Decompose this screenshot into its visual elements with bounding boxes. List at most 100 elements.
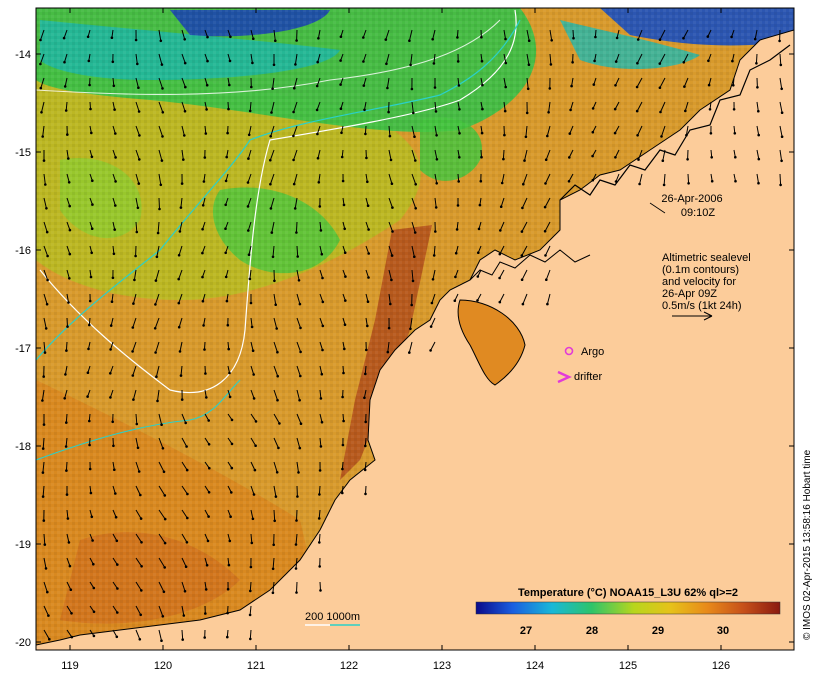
velocity-arrow-head: [710, 179, 714, 183]
velocity-arrow: [570, 101, 574, 111]
velocity-arrow-head: [201, 275, 204, 279]
velocity-arrow-head: [435, 134, 438, 137]
velocity-arrow-head: [593, 59, 596, 63]
velocity-arrow: [500, 197, 505, 207]
velocity-arrow-head: [92, 610, 96, 614]
velocity-arrow-head: [318, 205, 322, 208]
velocity-arrow: [248, 125, 252, 135]
altimetry-note-line: (0.1m contours): [662, 264, 739, 276]
velocity-arrow-head: [339, 35, 343, 38]
velocity-arrow-head: [67, 181, 71, 184]
velocity-arrow-head: [230, 491, 233, 494]
velocity-arrow-head: [44, 567, 48, 570]
velocity-arrow-head: [434, 230, 437, 233]
velocity-arrow: [155, 365, 160, 377]
velocity-arrow-head: [206, 59, 209, 63]
velocity-arrow-head: [319, 589, 322, 592]
colorbar-title: Temperature (°C) NOAA15_L3U 62% ql>=2: [518, 587, 738, 599]
velocity-arrow: [779, 53, 782, 65]
velocity-arrow: [270, 197, 275, 209]
velocity-arrow: [271, 101, 275, 113]
velocity-arrow: [64, 365, 68, 375]
velocity-arrow-head: [182, 614, 186, 617]
velocity-arrow-head: [64, 109, 68, 112]
velocity-arrow-head: [591, 154, 594, 158]
velocity-arrow-head: [226, 131, 229, 135]
velocity-arrow-head: [251, 517, 255, 521]
velocity-arrow-head: [183, 589, 187, 593]
velocity-arrow-head: [112, 444, 115, 448]
velocity-arrow-head: [658, 86, 662, 89]
velocity-arrow: [545, 245, 551, 256]
velocity-arrow-head: [65, 421, 68, 424]
velocity-arrow-head: [39, 86, 43, 90]
velocity-arrow-head: [478, 203, 482, 207]
velocity-arrow: [503, 53, 507, 64]
velocity-arrow-head: [43, 543, 47, 546]
velocity-arrow-head: [413, 255, 416, 258]
velocity-arrow-head: [251, 61, 254, 65]
velocity-arrow-head: [88, 299, 92, 303]
lat-tick-label: -16: [15, 245, 31, 257]
velocity-arrow-head: [204, 588, 208, 591]
velocity-arrow: [181, 413, 187, 424]
velocity-arrow-head: [87, 347, 90, 351]
velocity-arrow: [250, 317, 253, 327]
velocity-arrow-head: [63, 60, 66, 64]
velocity-arrow-head: [46, 278, 49, 282]
velocity-arrow-head: [114, 180, 117, 183]
velocity-arrow-head: [271, 87, 274, 90]
velocity-arrow-head: [477, 227, 481, 231]
velocity-arrow: [430, 317, 436, 327]
velocity-arrow-head: [180, 398, 184, 401]
velocity-arrow-head: [295, 231, 298, 234]
velocity-arrow-head: [274, 495, 278, 498]
velocity-arrow-head: [248, 277, 252, 281]
velocity-arrow-head: [413, 135, 416, 138]
velocity-arrow: [178, 317, 183, 328]
velocity-arrow: [319, 341, 323, 351]
velocity-arrow-head: [62, 36, 66, 40]
velocity-arrow-head: [298, 446, 302, 450]
velocity-arrow-head: [114, 515, 118, 519]
velocity-arrow-head: [68, 228, 72, 232]
velocity-arrow: [181, 77, 186, 88]
velocity-arrow-head: [295, 519, 298, 522]
velocity-arrow-head: [477, 251, 480, 254]
velocity-arrow-head: [111, 276, 115, 280]
velocity-arrow: [568, 173, 574, 182]
velocity-arrow-head: [90, 155, 94, 159]
velocity-arrow: [42, 461, 45, 473]
velocity-arrow: [135, 509, 142, 519]
velocity-arrow-head: [207, 491, 211, 494]
velocity-arrow-head: [185, 468, 189, 472]
velocity-arrow: [112, 173, 117, 182]
velocity-arrow: [501, 173, 505, 184]
velocity-arrow-head: [458, 156, 461, 159]
velocity-arrow-head: [339, 59, 342, 62]
velocity-arrow: [158, 149, 163, 161]
velocity-arrow-head: [228, 395, 232, 399]
velocity-arrow-head: [544, 254, 547, 257]
velocity-arrow-head: [271, 255, 275, 259]
altimetry-note-line: 26-Apr 09Z: [662, 288, 717, 300]
velocity-arrow-head: [362, 84, 366, 87]
velocity-arrow-head: [317, 181, 321, 184]
velocity-arrow-head: [341, 443, 345, 447]
velocity-arrow-head: [177, 325, 181, 329]
velocity-arrow-head: [206, 539, 210, 543]
lon-tick-label: 124: [526, 660, 544, 672]
velocity-arrow: [132, 317, 137, 328]
velocity-arrow-head: [614, 180, 618, 183]
velocity-arrow-head: [247, 253, 251, 256]
velocity-arrow-head: [138, 638, 142, 641]
velocity-arrow-head: [457, 180, 461, 183]
velocity-arrow-head: [227, 107, 230, 111]
velocity-arrow-head: [229, 515, 232, 518]
velocity-arrow-head: [252, 397, 256, 400]
velocity-arrow: [158, 77, 163, 89]
velocity-arrow-head: [48, 637, 51, 641]
velocity-arrow-head: [637, 158, 640, 161]
velocity-arrow-head: [498, 276, 501, 280]
velocity-arrow-head: [480, 59, 484, 63]
